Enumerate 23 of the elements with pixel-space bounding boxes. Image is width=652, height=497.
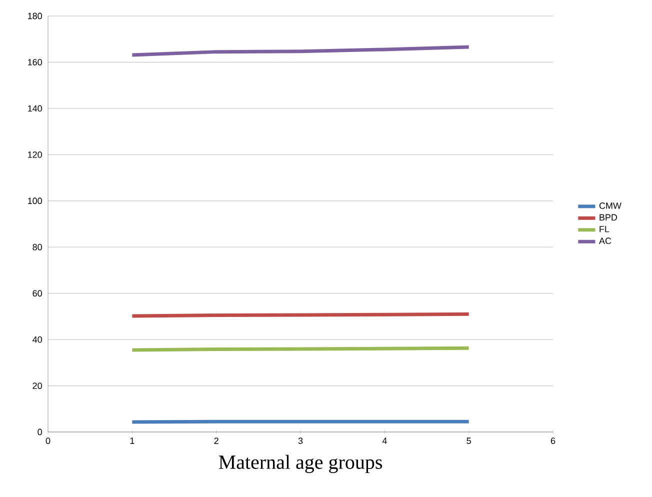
x-tick-label: 2 bbox=[214, 438, 218, 444]
legend-label: CMW bbox=[599, 202, 622, 209]
legend-label: FL bbox=[600, 226, 610, 232]
legend-label: BPD bbox=[600, 214, 618, 220]
y-tick-label: 40 bbox=[32, 336, 42, 343]
x-tick-label: 0 bbox=[46, 438, 50, 444]
line-series bbox=[130, 45, 471, 57]
y-tick-label: 0 bbox=[38, 428, 42, 436]
y-tick-label: 160 bbox=[28, 59, 42, 66]
y-tick-label: 100 bbox=[28, 198, 42, 204]
y-tick-label: 60 bbox=[32, 290, 42, 297]
x-axis-title: Maternal age groups bbox=[218, 454, 382, 474]
x-tick-label: 6 bbox=[550, 438, 556, 444]
x-tick-label: 1 bbox=[130, 438, 134, 444]
y-tick-label: 120 bbox=[28, 151, 42, 158]
x-tick-label: 4 bbox=[382, 438, 387, 444]
y-tick-label: 80 bbox=[32, 244, 42, 250]
x-tick-label: 5 bbox=[466, 438, 471, 444]
y-tick-label: 140 bbox=[28, 105, 42, 112]
legend-label: AC bbox=[598, 238, 612, 244]
x-tick-label: 3 bbox=[298, 438, 303, 444]
y-tick-label: 20 bbox=[32, 382, 42, 389]
y-tick-label: 180 bbox=[28, 12, 42, 20]
